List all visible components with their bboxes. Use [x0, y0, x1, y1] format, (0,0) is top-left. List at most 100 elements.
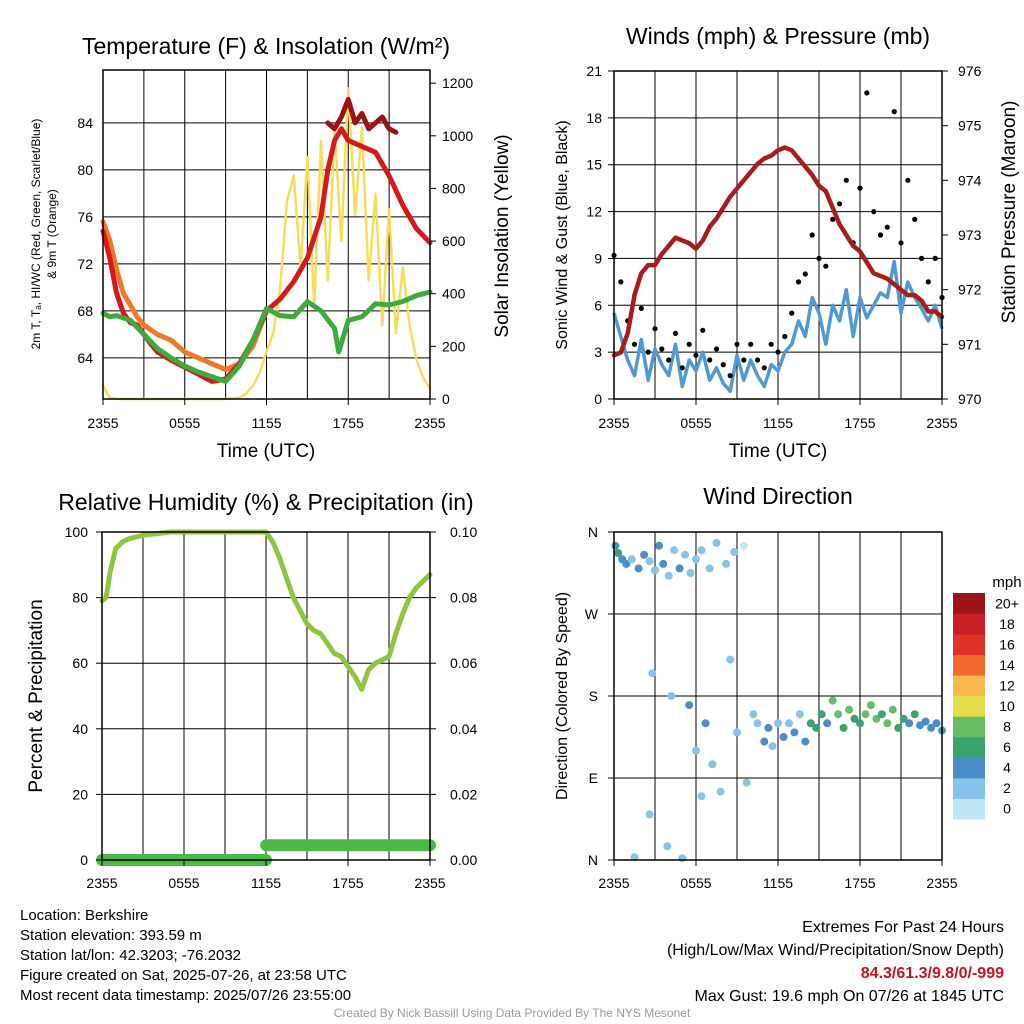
wind-gust-point	[741, 357, 747, 363]
wind-title: Winds (mph) & Pressure (mb)	[626, 23, 930, 49]
wdir-point	[779, 733, 788, 741]
wind-gust-point	[802, 271, 808, 277]
station-info: Location: Berkshire Station elevation: 3…	[20, 906, 351, 1006]
colorbar-label: 6	[1003, 739, 1011, 755]
wdir-point	[921, 717, 930, 726]
temp-xtick-label: 2355	[87, 415, 118, 431]
wdir-point	[655, 541, 664, 550]
extremes-gust: Max Gust: 19.6 mph On 07/26 at 1845 UTC	[694, 988, 1005, 1005]
rh-ylabel-left: Percent & Precipitation	[26, 599, 47, 792]
temp-ticks: 64 68 72 76 80 84 0 200 400 600 800 1000 1200 2355 055…	[77, 75, 473, 431]
wind-xtick-label: 2355	[598, 415, 629, 431]
wdir-point	[774, 719, 782, 728]
colorbar-label: 2	[1003, 780, 1011, 796]
wind-gust-point	[932, 255, 938, 261]
wind-ytick-left-label: 0	[594, 391, 602, 407]
wdir-point	[705, 564, 714, 573]
wdir-point	[685, 701, 694, 710]
wind-gust-point	[884, 224, 890, 230]
wdir-point	[678, 854, 687, 863]
rh-title: Relative Humidity (%) & Precipitation (i…	[58, 489, 473, 515]
temp-ytick-left-label: 84	[77, 115, 93, 131]
wdir-point	[888, 705, 897, 714]
temp-ytick-right-label: 800	[442, 180, 466, 196]
wdir-point	[806, 719, 815, 728]
wdir-point	[839, 723, 848, 732]
temp-panel: Temperature (F) & Insolation (W/m²) 64 68…	[29, 33, 513, 462]
rh-ytick-left-label: 20	[72, 786, 88, 802]
wdir-point	[872, 714, 881, 723]
wdir-xtick-label: 1155	[763, 875, 793, 891]
temp-xtick-label: 0555	[169, 415, 200, 431]
temp-series-heat-index-line	[325, 96, 399, 135]
wdir-point	[716, 787, 725, 796]
wind-ytick-right-label: 975	[958, 118, 982, 134]
wdir-point	[845, 705, 854, 714]
temp-ylabel-right: Solar Insolation (Yellow)	[492, 134, 513, 337]
temp-ytick-left-label: 76	[77, 209, 93, 225]
colorbar-swatch	[953, 798, 985, 820]
wind-gust-point	[672, 330, 679, 336]
wind-ytick-left-label: 12	[586, 204, 602, 220]
wind-gust-point	[679, 365, 685, 371]
wdir-title: Wind Direction	[703, 483, 853, 509]
wdir-point	[877, 710, 886, 719]
temp-ylabel-left-1: 2m T, Tₐ, HI/WC (Red, Green, Scarlet/Blu…	[29, 119, 43, 350]
wdir-point	[708, 760, 717, 769]
wdir-point	[611, 541, 620, 550]
colorbar-swatch	[953, 736, 985, 758]
wdir-point	[894, 723, 903, 732]
wind-gust-point	[631, 341, 638, 347]
wdir-point	[622, 559, 631, 568]
colorbar-swatch	[953, 777, 985, 799]
wind-gust-point	[905, 177, 911, 183]
colorbar-swatch	[953, 613, 985, 635]
wind-gust-point	[652, 326, 658, 332]
wdir-point	[795, 710, 804, 719]
wdir-point	[910, 710, 919, 719]
colorbar-label: 10	[999, 698, 1015, 714]
wdir-point	[645, 810, 654, 819]
wind-gust-point	[734, 341, 740, 347]
wind-panel: Winds (mph) & Pressure (mb) 0 3 6 9 12 15 18 21…	[554, 23, 1020, 462]
wind-gust-point	[871, 209, 877, 215]
rh-panel: Relative Humidity (%) & Precipitation (i…	[26, 489, 477, 891]
wdir-grid	[614, 532, 942, 860]
wind-gust-point	[816, 255, 822, 261]
wdir-point	[733, 728, 741, 737]
wdir-point	[640, 550, 649, 559]
wind-xtick-label: 2355	[926, 415, 957, 431]
temp-series-dewpoint-line	[100, 289, 433, 384]
wind-xlabel: Time (UTC)	[729, 441, 828, 462]
wdir-point	[812, 723, 821, 732]
temp-ytick-left-label: 72	[77, 256, 93, 272]
colorbar-swatch	[953, 654, 985, 676]
wind-ylabel-left: Sonic Wind & Gust (Blue, Black)	[554, 120, 571, 349]
temp-ytick-right-label: 400	[442, 286, 466, 302]
wdir-point	[667, 692, 676, 700]
rh-ytick-right-label: 0.06	[450, 655, 477, 671]
colorbar-label: 4	[1003, 760, 1011, 776]
rh-ytick-right-label: 0.04	[450, 721, 477, 737]
wind-gust-point	[748, 341, 754, 347]
wind-ytick-left-label: 6	[594, 297, 602, 313]
wdir-point	[749, 710, 758, 719]
wdir-point	[883, 719, 892, 728]
info-elevation: Station elevation: 393.59 m	[20, 927, 202, 944]
colorbar-label: 18	[999, 616, 1015, 632]
wind-gust-point	[768, 341, 774, 347]
wdir-point	[742, 778, 751, 787]
rh-ytick-left-label: 100	[65, 524, 89, 540]
wdir-ytick-label: N	[588, 852, 598, 868]
wind-ytick-right-label: 974	[958, 172, 982, 188]
wdir-point	[659, 559, 668, 568]
wdir-point	[784, 719, 793, 728]
wdir-point	[834, 710, 843, 719]
wind-gust-point	[898, 240, 904, 246]
wind-gust-point	[700, 327, 706, 333]
rh-ytick-right-label: 0.02	[450, 786, 477, 802]
wind-ylabel-right: Station Pressure (Maroon)	[999, 101, 1020, 324]
temp-xtick-label: 1155	[251, 415, 281, 431]
wdir-xtick-label: 1755	[844, 875, 875, 891]
